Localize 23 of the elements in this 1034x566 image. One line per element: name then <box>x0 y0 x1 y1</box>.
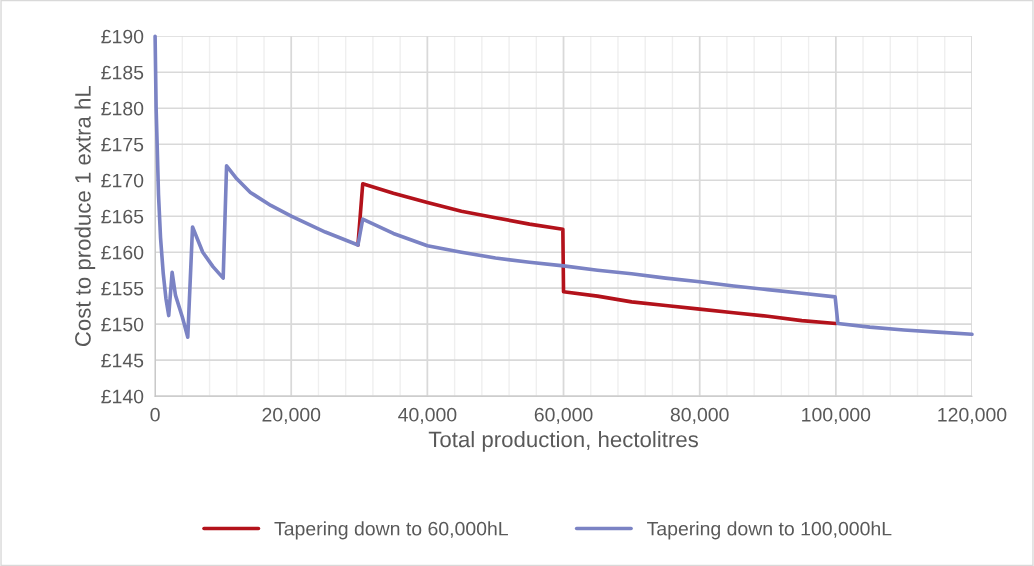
legend-label: Tapering down to 100,000hL <box>647 521 892 540</box>
y-tick-label: £155 <box>101 281 144 296</box>
x-tick-label: 40,000 <box>398 407 457 424</box>
x-tick-label: 60,000 <box>534 407 593 424</box>
y-tick-label: £170 <box>101 173 144 188</box>
y-tick-label: £190 <box>101 29 144 44</box>
y-tick-label: £140 <box>101 389 144 404</box>
y-tick-label: £145 <box>101 353 144 368</box>
x-axis-title: Total production, hectolitres <box>428 430 698 452</box>
y-tick-label: £150 <box>101 317 144 332</box>
x-tick-label: 100,000 <box>802 407 871 424</box>
y-tick-label: £180 <box>101 101 144 116</box>
y-tick-label: £160 <box>101 245 144 260</box>
line-series <box>356 182 838 326</box>
x-tick-label: 120,000 <box>938 407 1007 424</box>
x-tick-label: 0 <box>150 407 160 422</box>
y-axis-title: Cost to produce 1 extra hL <box>74 86 96 347</box>
x-tick-label: 80,000 <box>670 407 729 424</box>
y-tick-label: £165 <box>101 209 144 224</box>
y-tick-label: £175 <box>101 137 144 152</box>
x-tick-label: 20,000 <box>262 407 321 424</box>
legend-label: Tapering down to 60,000hL <box>274 521 508 540</box>
y-tick-label: £185 <box>101 65 144 80</box>
